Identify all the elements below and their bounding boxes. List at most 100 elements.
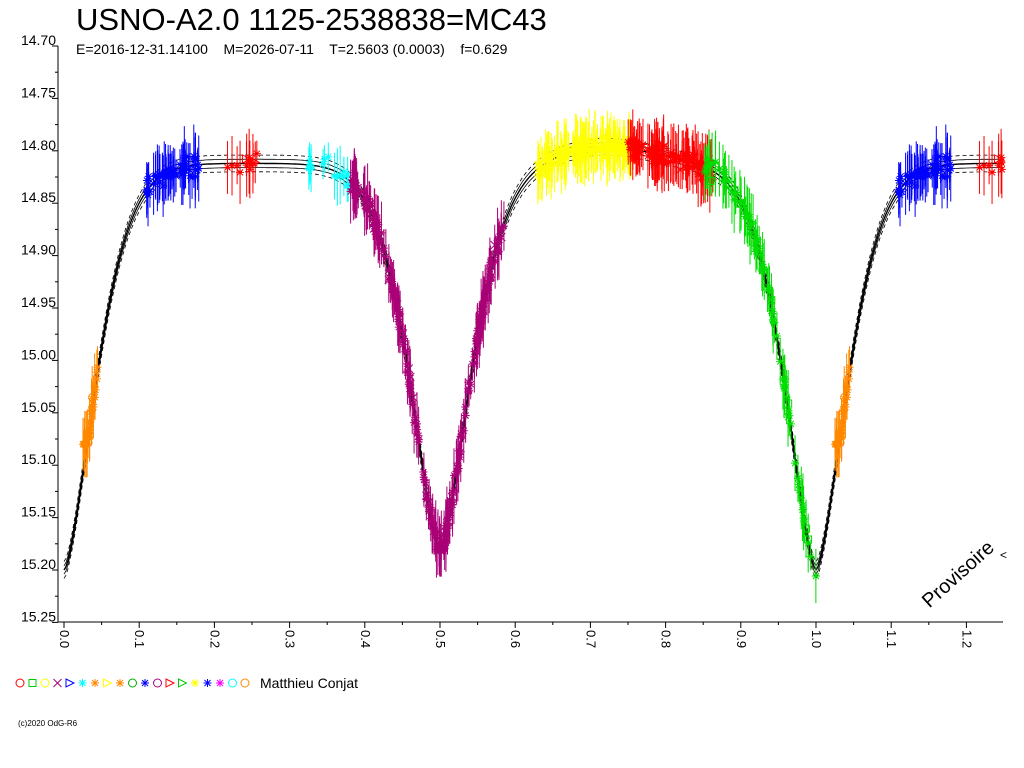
observation-point	[408, 400, 417, 409]
observation-point	[667, 148, 676, 157]
observation-point	[832, 439, 842, 449]
observation-point	[797, 493, 806, 502]
observation-point	[144, 190, 153, 199]
y-tick-label: 15.10	[21, 451, 56, 467]
observation-point	[619, 141, 628, 150]
observation-point	[144, 172, 153, 181]
observation-point	[223, 163, 232, 172]
observation-series	[700, 130, 820, 604]
observation-point	[375, 238, 384, 247]
observation-point	[705, 161, 714, 170]
legend-marker-icon	[40, 678, 50, 688]
observation-point	[587, 144, 596, 153]
observation-point	[682, 163, 691, 172]
legend-marker-icon	[91, 679, 99, 687]
observation-point	[669, 150, 678, 159]
observation-point	[375, 237, 384, 246]
observation-point	[916, 168, 925, 177]
observation-point	[360, 197, 369, 206]
x-tick-label: 0.1	[132, 630, 147, 648]
legend-marker-icon	[116, 679, 124, 687]
observation-point	[400, 334, 409, 343]
legend-marker-icon	[191, 679, 199, 687]
observation-point	[470, 352, 479, 361]
observation-point	[635, 139, 644, 148]
model-curve	[63, 146, 1004, 572]
observation-point	[946, 164, 955, 173]
observation-point	[688, 153, 697, 162]
observation-point	[450, 471, 459, 480]
observation-point	[366, 199, 375, 208]
observation-point	[455, 453, 464, 462]
observation-point	[149, 179, 158, 188]
observation-point	[410, 418, 419, 427]
observation-point	[166, 165, 175, 174]
observation-point	[426, 503, 435, 512]
observation-point	[461, 411, 470, 420]
observation-point	[635, 148, 644, 157]
observation-point	[938, 171, 947, 180]
observation-point	[465, 386, 474, 395]
observation-point	[683, 155, 692, 164]
observation-point	[831, 440, 840, 449]
legend-marker-icon	[65, 678, 76, 688]
observation-point	[478, 308, 487, 317]
observation-point	[473, 332, 482, 341]
legend-marker-icon	[103, 678, 113, 688]
observation-point	[437, 539, 446, 548]
watermark-caret: <	[1000, 548, 1008, 562]
observation-point	[440, 544, 449, 553]
observation-point	[705, 159, 714, 168]
observation-point	[396, 320, 405, 329]
observation-point	[929, 170, 938, 179]
observation-point	[184, 165, 193, 174]
observation-point	[485, 276, 494, 285]
observation-point	[497, 223, 506, 232]
observation-point	[804, 535, 813, 544]
observation-point	[652, 154, 661, 163]
observation-point	[735, 197, 744, 206]
observation-point	[722, 183, 731, 192]
observation-point	[186, 171, 195, 180]
observation-point	[433, 534, 442, 543]
observation-point	[456, 432, 465, 441]
observation-point	[161, 167, 170, 176]
observation-point	[482, 285, 491, 294]
observation-point	[811, 571, 820, 580]
observation-point	[548, 157, 557, 166]
observations	[78, 108, 1006, 604]
x-tick-label: 1.1	[884, 630, 899, 648]
observation-point	[693, 158, 702, 167]
legend-marker-icon	[240, 678, 250, 688]
observation-point	[842, 382, 851, 391]
observation-point	[655, 139, 664, 148]
observation-point	[730, 195, 739, 204]
observation-point	[362, 205, 371, 214]
observation-point	[679, 151, 688, 160]
observation-point	[401, 347, 410, 356]
observation-point	[985, 161, 994, 170]
observation-point	[252, 149, 261, 158]
observation-point	[903, 171, 912, 180]
observation-point	[590, 137, 599, 146]
x-tick-label: 0.2	[207, 630, 222, 648]
observation-point	[659, 142, 668, 151]
axes: 14.70 14.75 14.80 14.85 14.90 14.95 15.00 15.05…	[21, 32, 1003, 648]
observation-point	[394, 317, 403, 326]
observation-point	[444, 517, 453, 527]
observation-point	[611, 135, 620, 144]
observation-point	[570, 147, 579, 156]
observation-point	[554, 155, 563, 164]
observation-point	[392, 301, 401, 310]
observation-point	[533, 171, 542, 180]
y-tick-label: 14.70	[21, 32, 56, 48]
legend-marker-icon	[15, 678, 25, 688]
observation-point	[242, 161, 251, 170]
observation-point	[587, 149, 596, 158]
legend-observer-name: Matthieu Conjat	[260, 675, 359, 691]
observation-point	[921, 169, 930, 178]
observation-point	[638, 140, 647, 149]
observation-series	[533, 108, 636, 205]
x-tick-label: 0.3	[283, 630, 298, 648]
observation-point	[757, 266, 766, 275]
